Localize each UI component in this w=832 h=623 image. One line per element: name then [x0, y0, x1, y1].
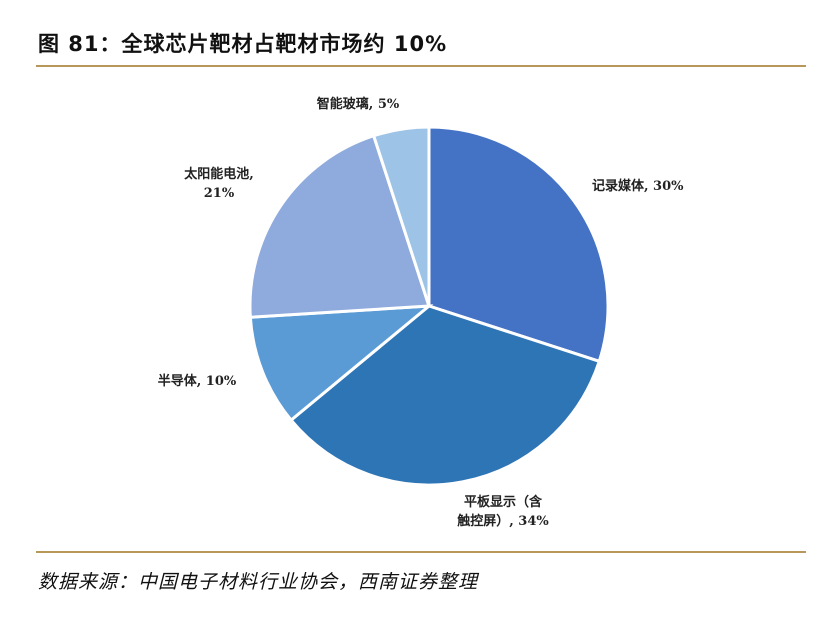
pie-slice	[427, 125, 610, 364]
slice-label: 半导体, 10%	[158, 373, 237, 389]
data-source: 数据来源：中国电子材料行业协会，西南证券整理	[38, 571, 479, 593]
pie-slice	[371, 125, 431, 307]
slice-label: 智能玻璃, 5%	[317, 96, 400, 112]
pie-slice	[248, 133, 432, 319]
title-divider	[36, 65, 806, 67]
slice-label: 平板显示（含触控屏）, 34%	[456, 494, 549, 529]
slice-label: 太阳能电池, 21%	[183, 166, 254, 201]
pie-slice	[248, 304, 434, 423]
pie-slice	[288, 304, 602, 487]
slice-label: 记录媒体, 30%	[592, 178, 684, 194]
figure-title: 图 81：全球芯片靶材占靶材市场约 10%	[38, 32, 448, 56]
source-divider	[36, 551, 806, 553]
